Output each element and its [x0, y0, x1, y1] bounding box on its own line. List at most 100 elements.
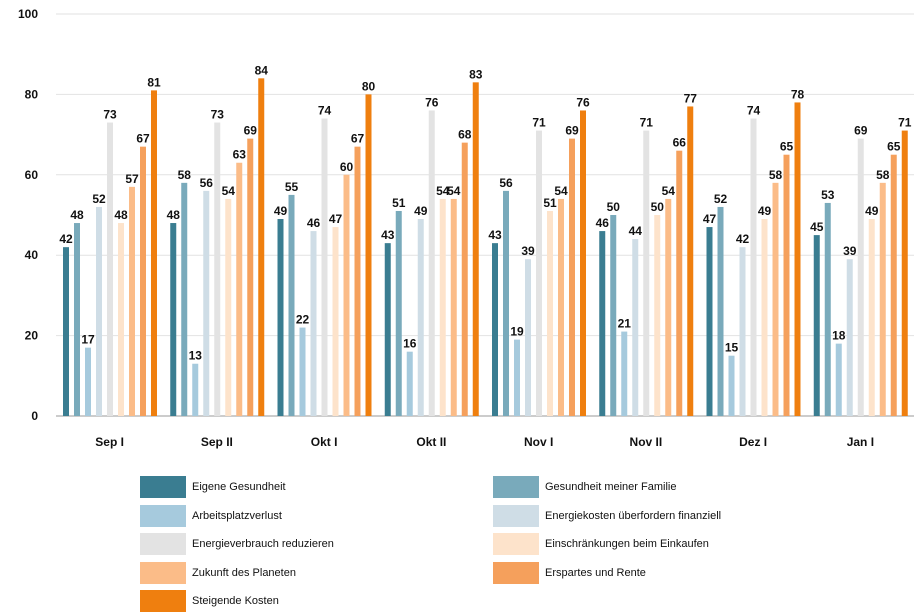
data-label: 58 [178, 168, 192, 182]
bar [558, 198, 564, 416]
data-label: 52 [714, 192, 728, 206]
bar [343, 174, 350, 416]
bar [214, 122, 221, 416]
data-label: 39 [843, 244, 857, 258]
bar [406, 351, 413, 416]
data-label: 13 [189, 349, 203, 363]
bar [901, 130, 908, 416]
data-label: 58 [876, 168, 890, 182]
bar [129, 186, 135, 416]
data-label: 44 [629, 224, 643, 238]
bar [717, 206, 724, 416]
data-label: 69 [854, 124, 868, 138]
bar [365, 94, 372, 417]
bar [890, 154, 897, 416]
bar [118, 223, 124, 416]
data-label: 15 [725, 341, 739, 355]
data-label: 76 [425, 95, 439, 109]
data-label: 73 [211, 108, 225, 122]
data-label: 48 [167, 208, 181, 222]
data-label: 71 [640, 116, 654, 130]
data-label: 74 [318, 104, 332, 118]
bar [610, 215, 617, 416]
bar [514, 339, 520, 416]
bar [192, 363, 199, 416]
bar [794, 102, 801, 416]
data-label: 49 [758, 204, 772, 218]
bar [140, 146, 146, 416]
bar [439, 198, 446, 416]
data-label: 73 [103, 108, 117, 122]
bar [299, 327, 306, 416]
data-label: 48 [70, 208, 84, 222]
data-label: 80 [362, 79, 376, 93]
data-label: 53 [821, 188, 835, 202]
data-label: 54 [447, 184, 461, 198]
bar [525, 259, 531, 416]
bar [428, 110, 435, 416]
data-label: 56 [200, 176, 214, 190]
data-label: 66 [673, 136, 687, 150]
bar [621, 331, 628, 416]
data-label: 42 [736, 232, 750, 246]
data-label: 51 [392, 196, 406, 210]
data-label: 16 [403, 337, 417, 351]
bar [824, 202, 831, 416]
bar [288, 194, 295, 416]
bar [472, 82, 479, 416]
bar [569, 138, 575, 416]
bar [846, 259, 853, 416]
bar [750, 118, 757, 417]
data-label: 78 [791, 87, 805, 101]
data-label: 57 [125, 172, 139, 186]
y-tick-label: 80 [25, 87, 39, 101]
data-label: 51 [543, 196, 557, 210]
bar [310, 231, 317, 416]
data-label: 58 [769, 168, 783, 182]
bar [536, 130, 542, 416]
data-label: 18 [832, 329, 846, 343]
bar [417, 219, 424, 416]
data-label: 77 [684, 91, 698, 105]
bar [277, 219, 284, 416]
data-label: 68 [458, 128, 472, 142]
bar [181, 182, 188, 416]
data-label: 43 [488, 228, 502, 242]
x-tick-label: Nov II [630, 435, 663, 449]
bar [354, 146, 361, 416]
x-tick-label: Okt I [311, 435, 338, 449]
bar [74, 223, 80, 416]
bar [739, 247, 746, 416]
bar [599, 231, 606, 416]
bar [236, 162, 243, 416]
x-tick-label: Jan I [847, 435, 874, 449]
data-label: 71 [532, 116, 546, 130]
bar [450, 198, 457, 416]
data-label: 21 [618, 317, 632, 331]
bar [857, 138, 864, 416]
x-tick-label: Sep I [95, 435, 124, 449]
data-label: 65 [780, 140, 794, 154]
data-label: 49 [865, 204, 879, 218]
bar [96, 206, 102, 416]
bar [258, 78, 265, 416]
data-label: 50 [607, 200, 621, 214]
data-label: 47 [703, 212, 717, 226]
bar [547, 210, 553, 416]
data-label: 63 [233, 148, 247, 162]
bar [761, 219, 768, 416]
data-label: 54 [662, 184, 676, 198]
bar [654, 215, 661, 416]
data-label: 67 [351, 132, 365, 146]
data-label: 46 [307, 216, 321, 230]
data-label: 71 [898, 116, 912, 130]
bar [461, 142, 468, 416]
data-label: 54 [554, 184, 568, 198]
data-label: 84 [255, 63, 269, 77]
data-label: 55 [285, 180, 299, 194]
bar [676, 150, 683, 416]
data-label: 45 [810, 220, 824, 234]
bar [706, 227, 713, 416]
data-label: 81 [147, 75, 161, 89]
